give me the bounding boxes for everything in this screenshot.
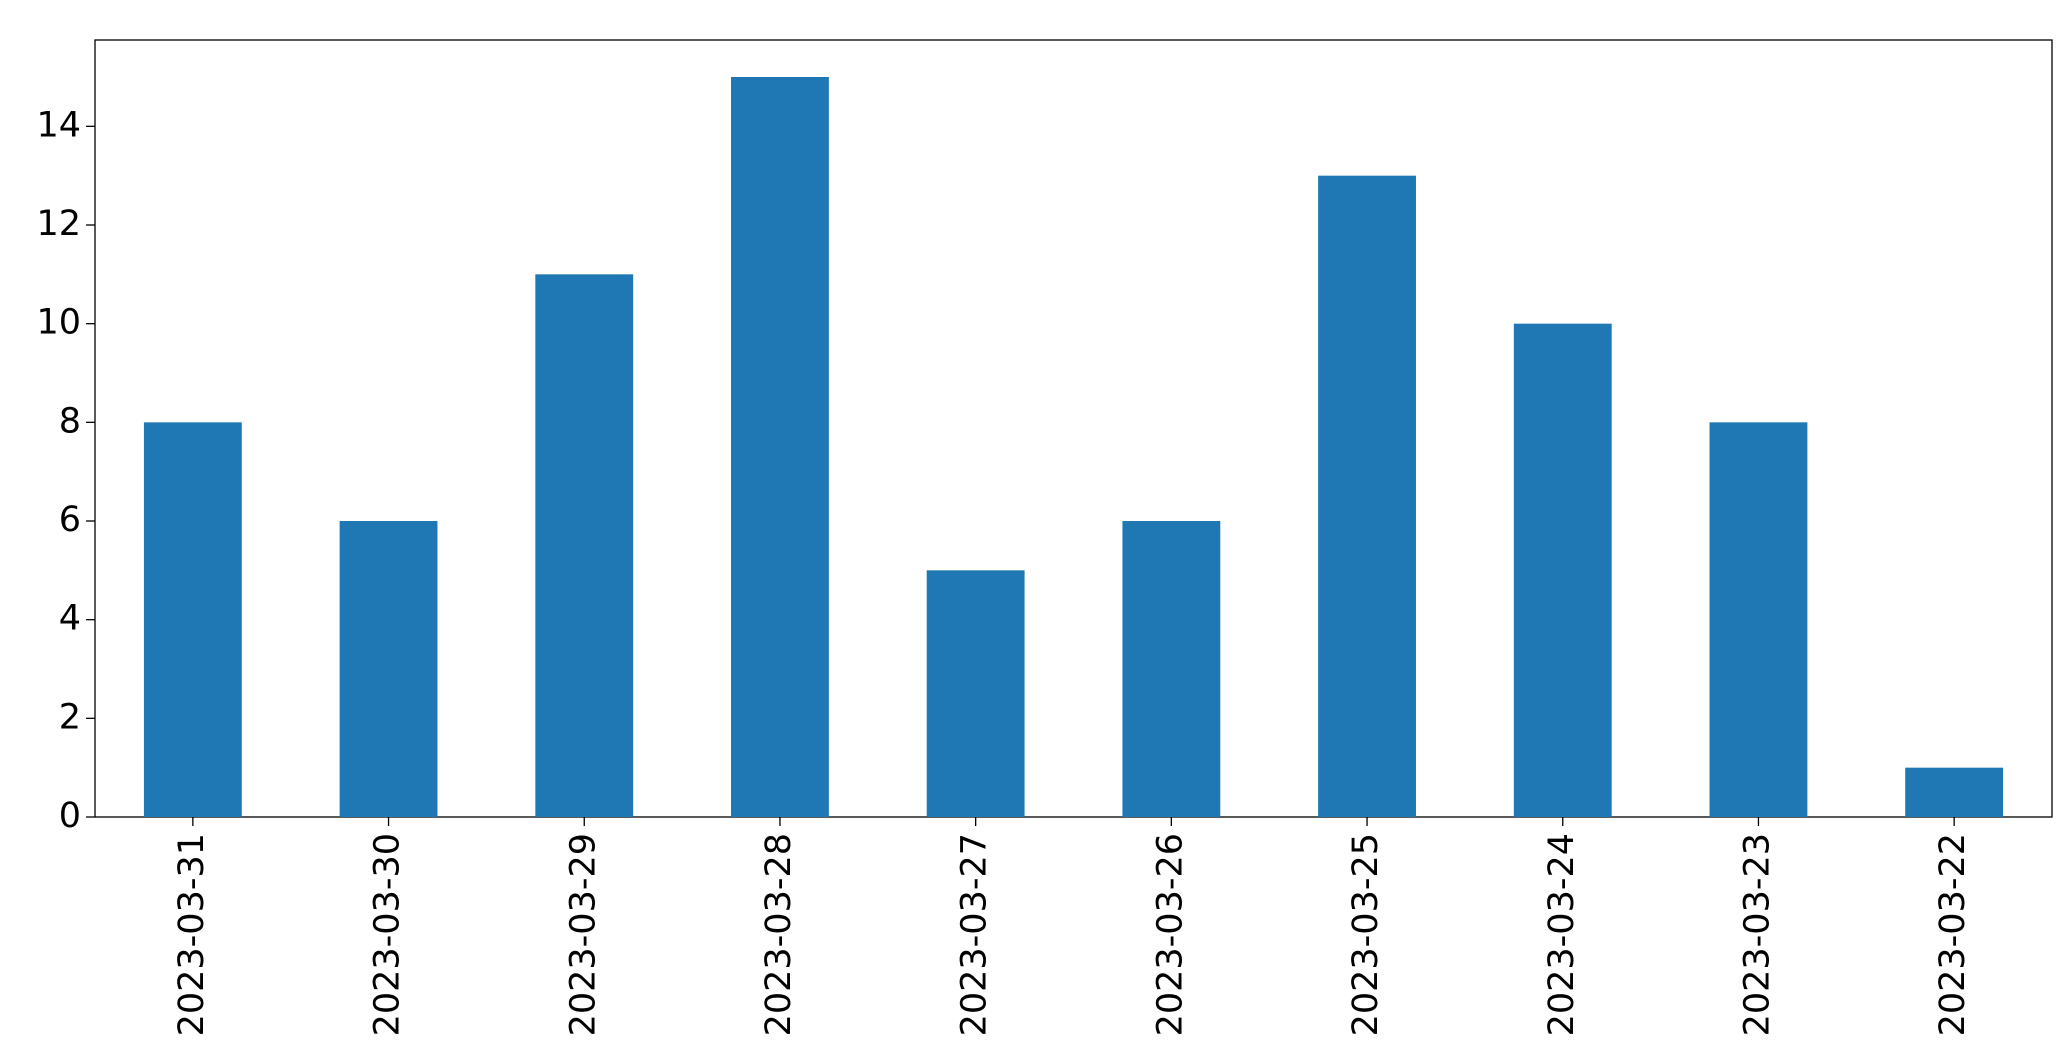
- x-tick-label: 2023-03-29: [563, 833, 603, 1036]
- x-tick-label: 2023-03-27: [955, 833, 995, 1036]
- x-tick-label: 2023-03-30: [368, 833, 408, 1036]
- y-tick-label: 4: [59, 599, 81, 639]
- x-tick-label: 2023-03-26: [1150, 833, 1190, 1036]
- y-tick-label: 12: [36, 204, 81, 244]
- bar: [731, 77, 829, 817]
- bar: [1318, 175, 1416, 817]
- x-tick-label: 2023-03-25: [1346, 833, 1386, 1036]
- y-tick-label: 2: [59, 697, 81, 737]
- x-tick-label: 2023-03-22: [1933, 833, 1973, 1036]
- x-tick-label: 2023-03-31: [172, 833, 212, 1036]
- bar: [1122, 521, 1221, 817]
- bar: [535, 274, 634, 817]
- y-tick-label: 6: [59, 500, 81, 540]
- bar: [143, 422, 242, 817]
- bar: [339, 521, 438, 817]
- bar: [926, 570, 1025, 817]
- bar: [1905, 767, 2004, 817]
- x-tick-label: 2023-03-28: [759, 833, 799, 1036]
- x-tick-label: 2023-03-24: [1542, 833, 1582, 1036]
- plot-frame: [94, 39, 2053, 818]
- x-tick-label: 2023-03-23: [1737, 833, 1777, 1036]
- y-tick-label: 14: [36, 105, 81, 145]
- y-tick-label: 0: [59, 796, 81, 836]
- bar: [1709, 422, 1808, 817]
- y-tick-label: 10: [36, 303, 81, 343]
- y-tick-label: 8: [59, 401, 81, 441]
- bar: [1513, 323, 1612, 817]
